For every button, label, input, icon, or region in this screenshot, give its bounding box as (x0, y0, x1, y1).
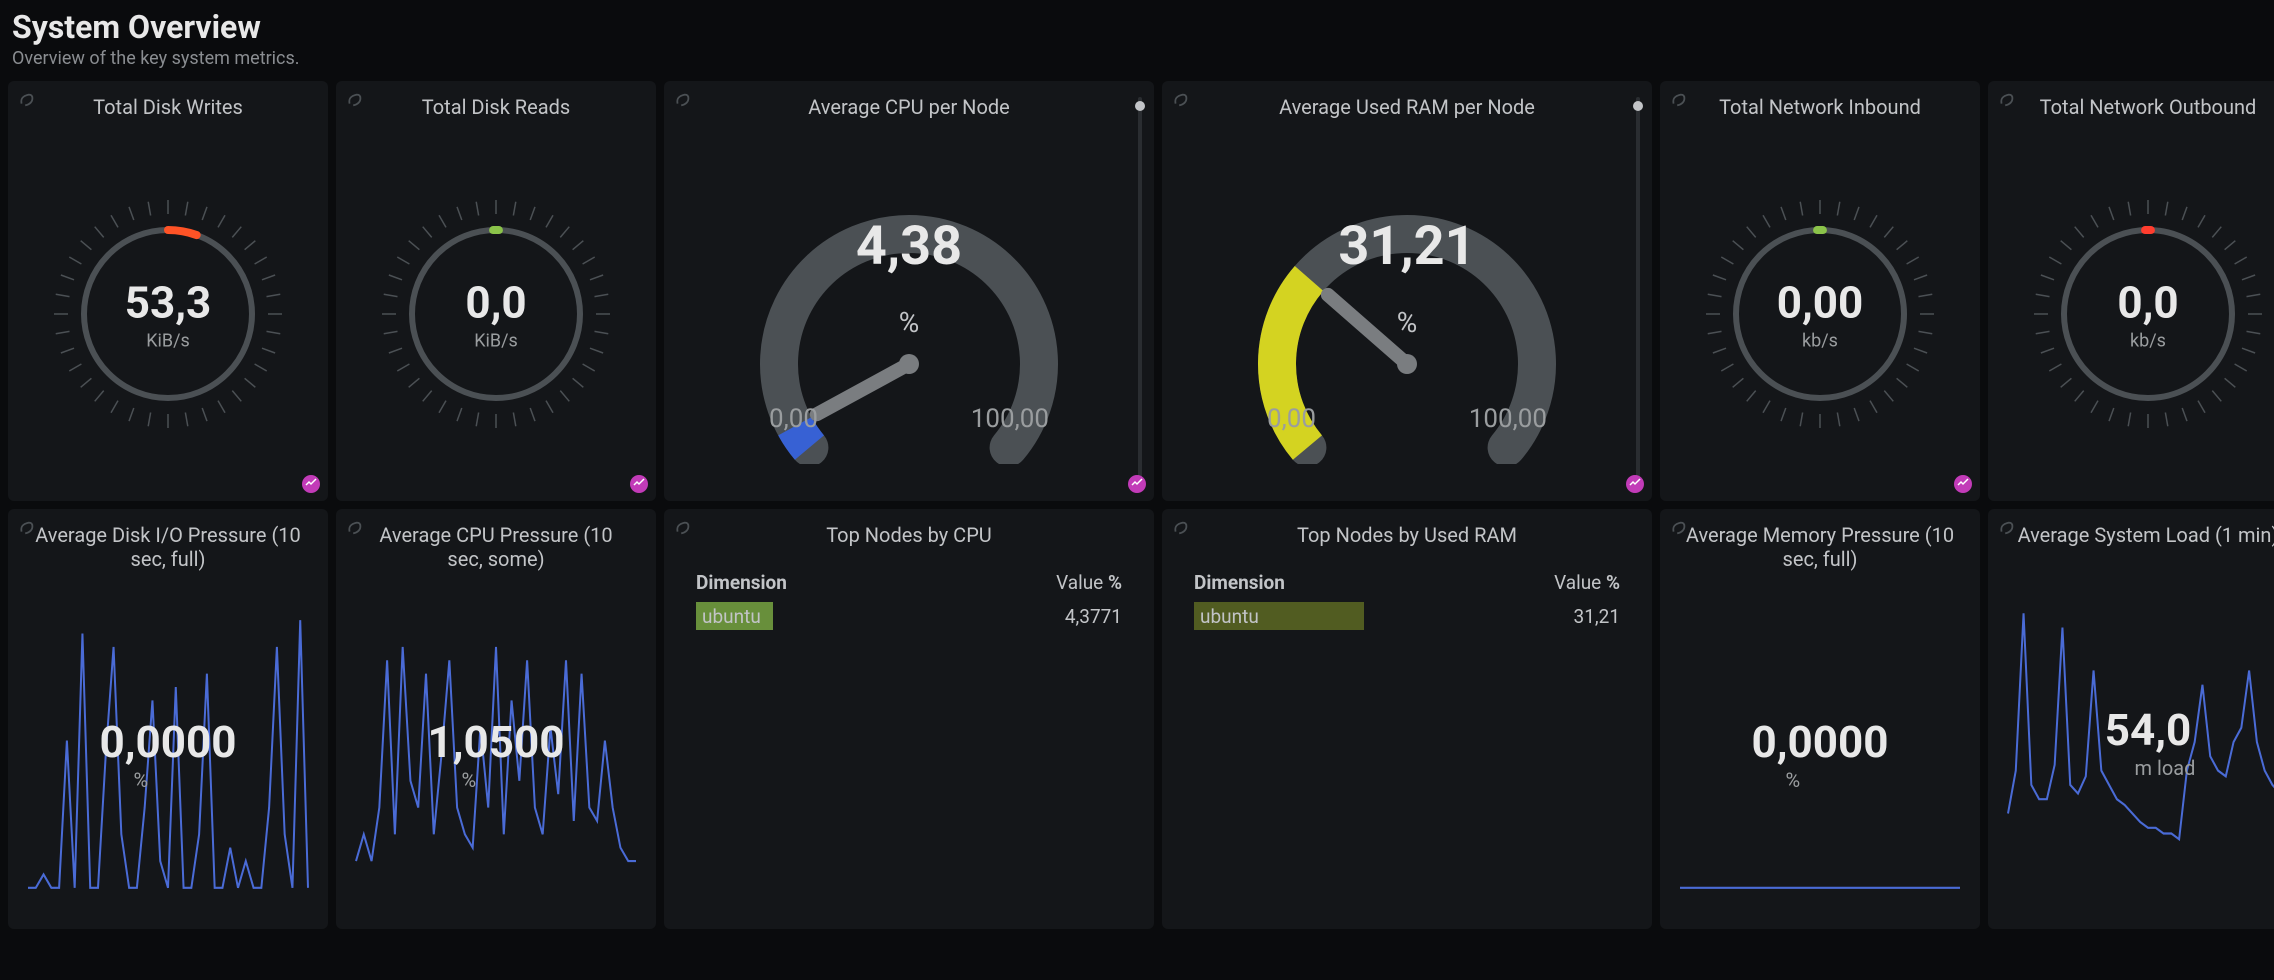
panel-top-nodes-cpu[interactable]: Top Nodes by CPU Dimension Value % ubunt… (664, 509, 1154, 929)
arc-gauge: 4,38 % 0,00 100,00 (664, 127, 1154, 501)
leaf-icon (1670, 519, 1688, 537)
col-value: Value % (1554, 571, 1620, 594)
leaf-icon (18, 91, 36, 109)
gauge-max: 100,00 (1469, 404, 1547, 434)
chart-badge-icon[interactable] (1626, 475, 1644, 493)
metric-value: 1,0500 (427, 716, 564, 768)
panel-title: Average CPU Pressure (10 sec, some) (336, 509, 656, 579)
metric-value: 54,0 (2101, 704, 2196, 756)
metric-unit: kb/s (1777, 331, 1864, 352)
panel-cpu-pressure[interactable]: Average CPU Pressure (10 sec, some) 1,05… (336, 509, 656, 929)
panel-disk-io-pressure[interactable]: Average Disk I/O Pressure (10 sec, full)… (8, 509, 328, 929)
page-title: System Overview (12, 8, 2266, 46)
col-value: Value % (1056, 571, 1122, 594)
metric-unit: % (99, 768, 236, 792)
panel-ram-per-node[interactable]: Average Used RAM per Node 31,21 % 0,00 1… (1162, 81, 1652, 501)
gauge-min: 0,00 (1267, 404, 1316, 434)
leaf-icon (1998, 519, 2016, 537)
dial-gauge: 0,00 kb/s (1660, 127, 1980, 501)
leaf-icon (674, 519, 692, 537)
panel-mem-pressure[interactable]: Average Memory Pressure (10 sec, full) 0… (1660, 509, 1980, 929)
metric-unit: % (1338, 306, 1475, 339)
dashboard-header: System Overview Overview of the key syst… (8, 8, 2266, 81)
panel-disk-reads[interactable]: Total Disk Reads 0,0 KiB/s (336, 81, 656, 501)
panel-disk-writes[interactable]: Total Disk Writes 53,3 KiB/s (8, 81, 328, 501)
panel-net-out[interactable]: Total Network Outbound 0,0 kb/s (1988, 81, 2274, 501)
metric-unit: % (856, 306, 962, 339)
chart-badge-icon[interactable] (1128, 475, 1146, 493)
panel-title: Total Disk Reads (336, 81, 656, 127)
dashboard-grid: Total Disk Writes 53,3 KiB/s Total Disk … (8, 81, 2266, 929)
sparkline-chart: 1,0500 % (336, 579, 656, 929)
metric-value: 0,00 (1777, 277, 1864, 329)
panel-title: Total Network Outbound (1988, 81, 2274, 127)
row-value: 4,3771 (1065, 605, 1122, 628)
leaf-icon (1998, 91, 2016, 109)
leaf-icon (18, 519, 36, 537)
metric-value: 0,0000 (99, 716, 236, 768)
panel-title: Average Memory Pressure (10 sec, full) (1660, 509, 1980, 579)
metric-value: 0,0 (465, 277, 526, 329)
sparkline-chart: 54,0 m load (1988, 555, 2274, 929)
dial-gauge: 0,0 kb/s (1988, 127, 2274, 501)
metric-unit: % (1751, 768, 1888, 792)
panel-title: Average Used RAM per Node (1162, 81, 1652, 127)
chart-badge-icon[interactable] (302, 475, 320, 493)
metric-value: 0,0 (2117, 277, 2178, 329)
metric-unit: kb/s (2117, 331, 2178, 352)
metric-value: 4,38 (856, 215, 962, 278)
arc-gauge: 31,21 % 0,00 100,00 (1162, 127, 1652, 501)
panel-top-nodes-ram[interactable]: Top Nodes by Used RAM Dimension Value % … (1162, 509, 1652, 929)
sparkline-chart: 0,0000 % (1660, 579, 1980, 929)
panel-title: Total Network Inbound (1660, 81, 1980, 127)
threshold-slider[interactable] (1138, 97, 1142, 485)
data-table: Dimension Value % ubuntu 4,3771 (664, 555, 1154, 646)
metric-value: 0,0000 (1751, 716, 1888, 768)
sparkline-chart: 0,0000 % (8, 579, 328, 929)
gauge-max: 100,00 (971, 404, 1049, 434)
row-label: ubuntu (1194, 605, 1259, 628)
panel-sys-load[interactable]: Average System Load (1 min) 54,0 m load (1988, 509, 2274, 929)
row-value: 31,21 (1574, 605, 1620, 628)
panel-net-in[interactable]: Total Network Inbound 0,00 kb/s (1660, 81, 1980, 501)
dial-gauge: 53,3 KiB/s (8, 127, 328, 501)
leaf-icon (346, 519, 364, 537)
metric-unit: m load (2101, 756, 2196, 780)
panel-cpu-per-node[interactable]: Average CPU per Node 4,38 % 0,00 100,00 (664, 81, 1154, 501)
panel-title: Top Nodes by Used RAM (1162, 509, 1652, 555)
panel-title: Top Nodes by CPU (664, 509, 1154, 555)
dial-gauge: 0,0 KiB/s (336, 127, 656, 501)
leaf-icon (674, 91, 692, 109)
table-row[interactable]: ubuntu 31,21 (1194, 602, 1620, 630)
panel-title: Total Disk Writes (8, 81, 328, 127)
table-row[interactable]: ubuntu 4,3771 (696, 602, 1122, 630)
panel-title: Average CPU per Node (664, 81, 1154, 127)
chart-badge-icon[interactable] (1954, 475, 1972, 493)
page-subtitle: Overview of the key system metrics. (12, 48, 2266, 69)
leaf-icon (346, 91, 364, 109)
threshold-slider[interactable] (1636, 97, 1640, 485)
panel-title: Average Disk I/O Pressure (10 sec, full) (8, 509, 328, 579)
panel-title: Average System Load (1 min) (1988, 509, 2274, 555)
data-table: Dimension Value % ubuntu 31,21 (1162, 555, 1652, 646)
gauge-min: 0,00 (769, 404, 818, 434)
metric-value: 31,21 (1338, 215, 1475, 278)
leaf-icon (1172, 91, 1190, 109)
metric-value: 53,3 (125, 277, 212, 329)
col-dimension: Dimension (1194, 571, 1285, 594)
chart-badge-icon[interactable] (630, 475, 648, 493)
metric-unit: KiB/s (125, 331, 212, 352)
leaf-icon (1670, 91, 1688, 109)
metric-unit: KiB/s (465, 331, 526, 352)
leaf-icon (1172, 519, 1190, 537)
col-dimension: Dimension (696, 571, 787, 594)
row-label: ubuntu (696, 605, 761, 628)
metric-unit: % (427, 768, 564, 792)
